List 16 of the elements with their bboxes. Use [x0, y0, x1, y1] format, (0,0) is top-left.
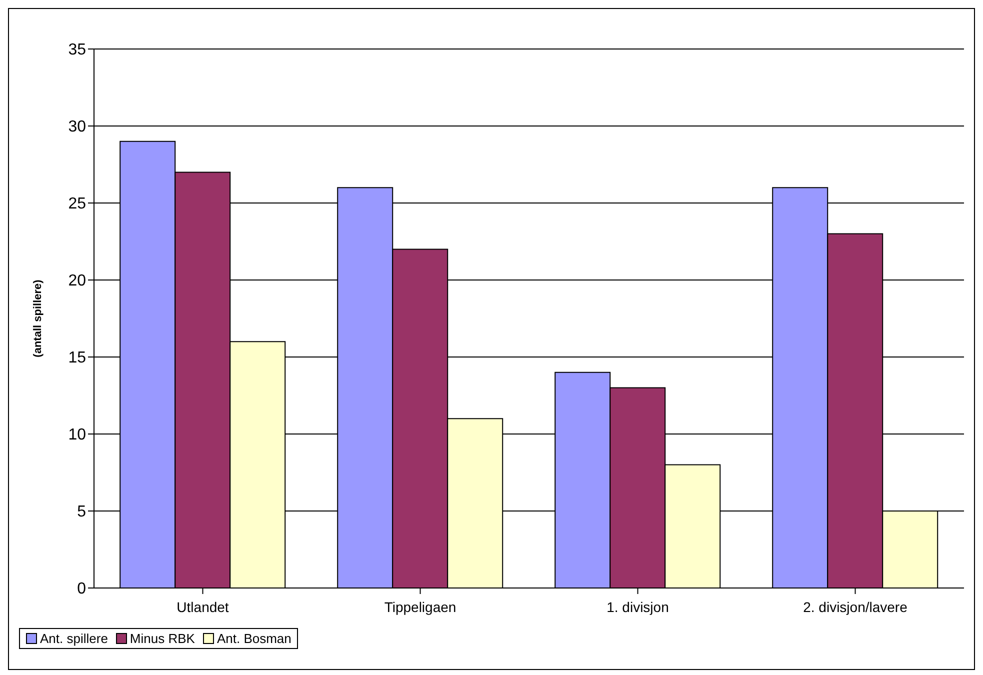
legend-label: Ant. Bosman: [216, 631, 292, 646]
x-tick-label: Tippeligaen: [384, 598, 456, 615]
x-tick-label: 2. divisjon/lavere: [803, 598, 908, 615]
y-axis-title: (antall spillere): [32, 279, 44, 358]
y-tick-label: 20: [68, 272, 86, 290]
legend-label: Ant. spillere: [39, 631, 108, 646]
y-tick-label: 25: [68, 196, 86, 213]
y-tick-label: 15: [68, 350, 86, 367]
y-tick-label: 0: [77, 580, 86, 598]
y-tick-label: 35: [68, 42, 86, 59]
x-tick-label: Utlandet: [176, 598, 229, 615]
y-tick-label: 10: [68, 426, 86, 444]
x-tick-label: 1. divisjon: [606, 598, 669, 615]
y-tick-label: 5: [77, 504, 86, 521]
y-tick-label: 30: [68, 118, 86, 136]
legend-label: Minus RBK: [128, 631, 195, 646]
